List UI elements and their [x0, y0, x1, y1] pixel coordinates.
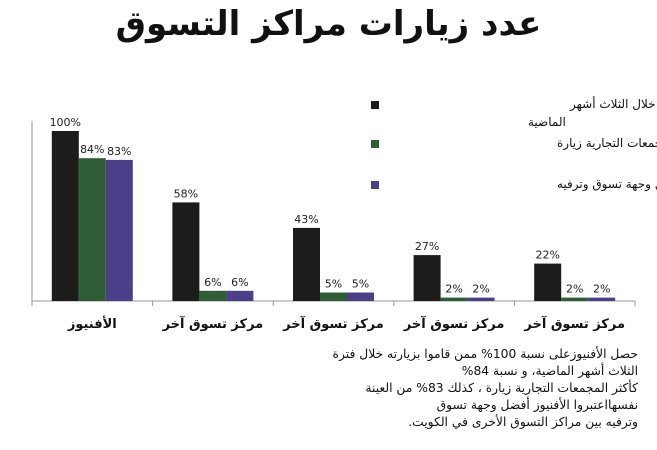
x-tick-label: مركز تسوق آخر — [523, 315, 625, 332]
data-label: 2% — [445, 283, 462, 296]
data-label: 5% — [352, 278, 369, 291]
bar — [293, 227, 320, 301]
bar — [534, 263, 562, 301]
summary-line-1: حصل الأفنيوزعلى نسبة 100% ممن قاموا بزيا… — [332, 347, 638, 378]
legend-swatch — [371, 101, 379, 109]
data-label: 2% — [566, 283, 583, 296]
legend-swatch — [371, 140, 379, 148]
x-tick-label: مركز تسوق آخر — [403, 315, 505, 332]
x-tick-label: مركز تسوق آخر — [282, 315, 384, 332]
summary-note: حصل الأفنيوزعلى نسبة 100% ممن قاموا بزيا… — [332, 346, 638, 431]
bar — [413, 255, 441, 301]
x-tick-label: الأفنيوز — [67, 315, 117, 332]
bar — [226, 290, 254, 301]
data-label: 27% — [415, 240, 439, 253]
data-label: 83% — [107, 145, 131, 158]
bar — [51, 131, 79, 301]
summary-line-3: وترفيه بين مراكز التسوق الأخرى في الكويت… — [408, 415, 638, 429]
bar — [199, 290, 227, 301]
bar — [105, 159, 133, 301]
bar — [172, 202, 200, 301]
legend-swatch — [371, 181, 379, 189]
chart-title: عدد زيارات مراكز التسوق — [115, 4, 542, 44]
summary-line-2: كأكثر المجمعات التجارية زيارة ، كذلك 83%… — [365, 381, 638, 412]
bar — [78, 158, 106, 301]
data-label: 84% — [80, 143, 104, 156]
x-tick-label: مركز تسوق آخر — [162, 315, 264, 332]
data-label: 5% — [325, 278, 342, 291]
bar — [440, 297, 468, 301]
bar — [320, 292, 347, 301]
data-label: 6% — [231, 276, 248, 289]
data-label: 22% — [535, 249, 559, 262]
legend-label: الماضية — [528, 115, 566, 129]
bar — [347, 292, 374, 301]
legend-label: أكثر المجمعات التجارية زيارة — [557, 135, 657, 151]
bar — [561, 297, 589, 301]
data-label: 43% — [294, 213, 318, 226]
bar — [467, 297, 495, 301]
legend-label: أفضل وجهة تسوق وترفيه — [557, 176, 657, 192]
legend-label: أكثر زيارة خلال الثلاث أشهر — [569, 96, 657, 112]
data-label: 6% — [204, 276, 221, 289]
data-label: 100% — [50, 116, 81, 129]
data-label: 58% — [174, 187, 198, 200]
bar — [588, 297, 616, 301]
data-label: 2% — [472, 283, 489, 296]
data-label: 2% — [593, 283, 610, 296]
